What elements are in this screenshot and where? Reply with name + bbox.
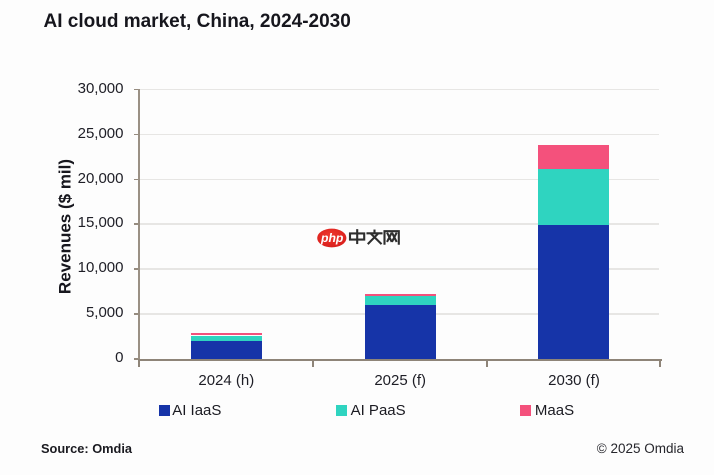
svg-text:php: php bbox=[320, 231, 344, 245]
